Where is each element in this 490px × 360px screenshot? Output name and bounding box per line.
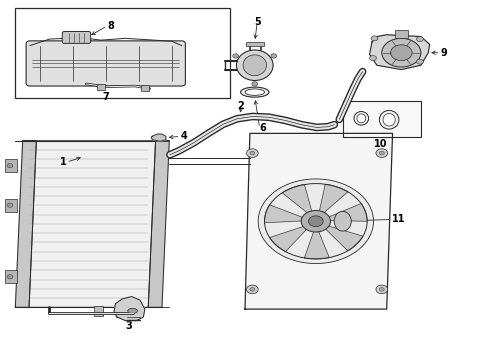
Circle shape — [416, 59, 423, 64]
Circle shape — [7, 163, 13, 168]
Bar — [97, 84, 105, 90]
Polygon shape — [327, 203, 367, 221]
Polygon shape — [151, 134, 166, 141]
Circle shape — [301, 211, 331, 232]
Circle shape — [233, 54, 239, 58]
Polygon shape — [15, 140, 36, 307]
FancyBboxPatch shape — [26, 41, 185, 86]
Text: 3: 3 — [125, 314, 132, 324]
Bar — [141, 85, 149, 91]
Bar — [15, 8, 230, 98]
Text: 6: 6 — [260, 123, 267, 133]
Polygon shape — [282, 185, 312, 214]
Circle shape — [7, 275, 13, 279]
Ellipse shape — [128, 309, 138, 314]
Circle shape — [371, 36, 378, 41]
Polygon shape — [369, 35, 430, 69]
Circle shape — [379, 288, 384, 291]
Circle shape — [376, 285, 388, 294]
Polygon shape — [265, 205, 304, 223]
Circle shape — [391, 45, 412, 60]
Circle shape — [7, 203, 13, 207]
FancyBboxPatch shape — [62, 32, 91, 43]
Circle shape — [309, 216, 323, 226]
Polygon shape — [270, 226, 308, 252]
Bar — [394, 31, 408, 39]
Text: 8: 8 — [107, 21, 114, 31]
Polygon shape — [148, 140, 169, 307]
Bar — [4, 199, 17, 212]
Ellipse shape — [237, 50, 273, 81]
Circle shape — [246, 149, 258, 157]
Text: 5: 5 — [254, 17, 261, 27]
Circle shape — [258, 179, 373, 264]
Bar — [4, 270, 17, 283]
Polygon shape — [304, 230, 329, 259]
Circle shape — [250, 151, 255, 155]
Circle shape — [376, 149, 388, 157]
Ellipse shape — [334, 211, 351, 231]
Bar — [343, 101, 421, 137]
Ellipse shape — [241, 87, 269, 97]
Text: 10: 10 — [374, 139, 388, 149]
Circle shape — [246, 285, 258, 294]
Bar — [246, 42, 264, 45]
Ellipse shape — [357, 114, 366, 123]
Circle shape — [382, 39, 421, 67]
Polygon shape — [114, 297, 145, 320]
Polygon shape — [324, 225, 363, 251]
Text: 11: 11 — [392, 215, 405, 224]
Polygon shape — [245, 134, 392, 309]
Circle shape — [271, 54, 277, 58]
Ellipse shape — [243, 55, 267, 76]
Ellipse shape — [379, 111, 399, 129]
Text: 4: 4 — [180, 131, 187, 141]
Polygon shape — [29, 140, 156, 307]
Text: 2: 2 — [238, 101, 245, 111]
Circle shape — [379, 151, 384, 155]
Circle shape — [416, 37, 423, 41]
Text: 3: 3 — [125, 320, 132, 330]
Ellipse shape — [354, 112, 368, 125]
Polygon shape — [319, 184, 348, 214]
Circle shape — [250, 288, 255, 291]
Text: 1: 1 — [60, 157, 67, 167]
Circle shape — [369, 55, 376, 60]
Circle shape — [252, 82, 258, 86]
Text: 9: 9 — [441, 48, 447, 58]
Text: 7: 7 — [102, 92, 109, 102]
Bar — [4, 159, 17, 172]
Ellipse shape — [383, 113, 395, 126]
Bar — [94, 306, 103, 316]
Ellipse shape — [245, 89, 265, 95]
